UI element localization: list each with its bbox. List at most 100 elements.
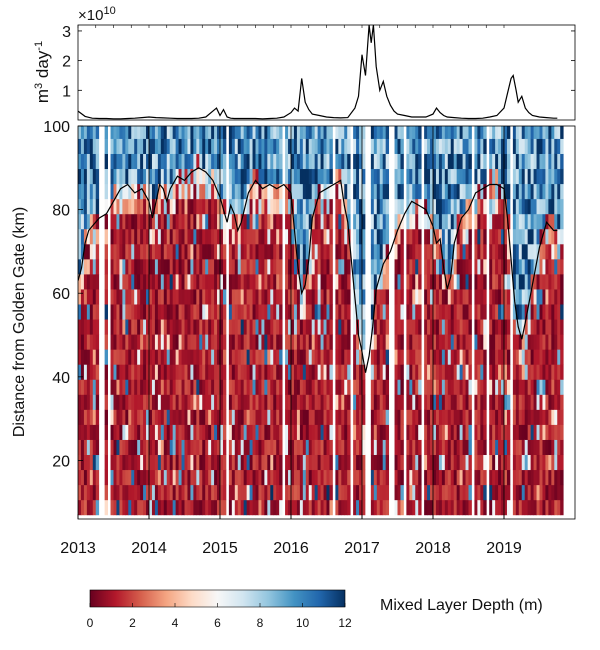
- heatmap-cell: [400, 409, 404, 425]
- heatmap-cell: [154, 138, 159, 154]
- heatmap-cell: [104, 213, 108, 230]
- heatmap-cell: [433, 424, 437, 440]
- heatmap-cell: [80, 439, 85, 456]
- heatmap-cell: [255, 198, 259, 215]
- heatmap-cell: [128, 126, 132, 139]
- heatmap-cell: [382, 289, 387, 305]
- heatmap-cell: [356, 153, 360, 170]
- heatmap-cell: [92, 289, 97, 305]
- heatmap-cell: [453, 439, 458, 456]
- heatmap-cell: [542, 274, 546, 290]
- heatmap-cell: [533, 228, 537, 245]
- heatmap-cell: [554, 126, 558, 139]
- heatmap-cell: [217, 424, 221, 440]
- heatmap-cell: [501, 126, 505, 139]
- heatmap-cell: [418, 409, 422, 425]
- heatmap-cell: [536, 484, 540, 501]
- heatmap-cell: [323, 153, 327, 170]
- heatmap-cell: [376, 319, 381, 335]
- heatmap-cell: [474, 243, 478, 260]
- heatmap-cell: [160, 364, 165, 380]
- heatmap-cell: [415, 484, 419, 501]
- heatmap-cell: [444, 484, 449, 501]
- heatmap-cell: [163, 424, 168, 440]
- heatmap-cell: [193, 289, 197, 305]
- heatmap-cell: [323, 289, 327, 305]
- heatmap-cell: [518, 126, 523, 139]
- heatmap-cell: [323, 394, 327, 410]
- heatmap-cell: [169, 153, 174, 170]
- heatmap-cell: [536, 319, 540, 335]
- heatmap-cell: [267, 228, 271, 245]
- heatmap-y-tick-label: 40: [52, 370, 70, 387]
- heatmap-cell: [181, 198, 185, 215]
- heatmap-cell: [246, 439, 250, 456]
- heatmap-cell: [483, 138, 487, 154]
- heatmap-cell: [276, 198, 280, 215]
- heatmap-cell: [92, 138, 97, 154]
- heatmap-cell: [518, 243, 523, 260]
- heatmap-cell: [504, 138, 508, 154]
- heatmap-cell: [444, 243, 449, 260]
- heatmap-cell: [243, 243, 248, 260]
- heatmap-cell: [376, 424, 381, 440]
- heatmap-cell: [143, 153, 147, 170]
- heatmap-cell: [438, 138, 443, 154]
- heatmap-cell: [539, 469, 543, 486]
- heatmap-cell: [424, 394, 428, 410]
- heatmap-cell: [246, 364, 250, 380]
- heatmap-cell: [160, 274, 165, 290]
- heatmap-cell: [261, 258, 265, 275]
- heatmap-cell: [208, 409, 212, 425]
- heatmap-cell: [341, 168, 345, 185]
- heatmap-cell: [483, 469, 487, 486]
- heatmap-cell: [415, 499, 419, 516]
- heatmap-cell: [288, 258, 292, 275]
- heatmap-cell: [344, 334, 348, 350]
- heatmap-cell: [427, 258, 431, 275]
- heatmap-cell: [231, 258, 236, 275]
- heatmap-cell: [270, 499, 274, 516]
- heatmap-cell: [314, 439, 319, 456]
- heatmap-cell: [400, 198, 404, 215]
- heatmap-cell: [166, 424, 171, 440]
- heatmap-cell: [362, 168, 366, 185]
- heatmap-cell: [193, 439, 197, 456]
- heatmap-cell: [234, 138, 239, 154]
- heatmap-cell: [456, 274, 461, 290]
- heatmap-cell: [228, 243, 233, 260]
- heatmap-cell: [465, 379, 469, 395]
- heatmap-cell: [492, 153, 496, 170]
- heatmap-cell: [214, 289, 218, 305]
- heatmap-cell: [240, 243, 245, 260]
- heatmap-cell: [329, 454, 333, 471]
- heatmap-cell: [143, 409, 147, 425]
- heatmap-cell: [518, 409, 523, 425]
- heatmap-cell: [412, 349, 416, 365]
- heatmap-cell: [187, 349, 191, 365]
- heatmap-cell: [483, 349, 487, 365]
- heatmap-cell: [409, 499, 413, 516]
- heatmap-cell: [459, 153, 463, 170]
- heatmap-cell: [279, 168, 283, 185]
- heatmap-cell: [86, 439, 91, 456]
- heatmap-cell: [110, 484, 114, 501]
- heatmap-cell: [554, 153, 558, 170]
- heatmap-cell: [234, 258, 239, 275]
- heatmap-cell: [329, 168, 333, 185]
- heatmap-cell: [373, 153, 378, 170]
- heatmap-cell: [116, 454, 120, 471]
- heatmap-cell: [320, 409, 324, 425]
- heatmap-cell: [193, 183, 197, 200]
- heatmap-cell: [134, 304, 138, 320]
- heatmap-cell: [146, 153, 150, 170]
- heatmap-cell: [202, 394, 206, 410]
- heatmap-cell: [512, 469, 517, 486]
- heatmap-cell: [441, 484, 446, 501]
- heatmap-cell: [217, 319, 221, 335]
- heatmap-cell: [441, 394, 446, 410]
- heatmap-cell: [495, 168, 499, 185]
- heatmap-cell: [335, 183, 339, 200]
- heatmap-cell: [498, 379, 502, 395]
- heatmap-cell: [542, 319, 546, 335]
